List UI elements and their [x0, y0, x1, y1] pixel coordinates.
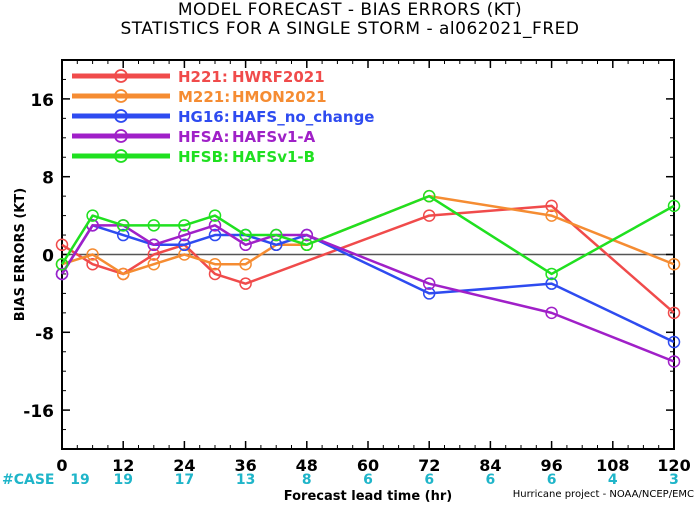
chart-subtitle: STATISTICS FOR A SINGLE STORM - al062021… — [120, 19, 580, 39]
legend-name-3: HFSA: — [178, 128, 230, 146]
series-point-3 — [545, 306, 558, 320]
series-point-0 — [667, 306, 681, 320]
credit-text: Hurricane project - NOAA/NCEP/EMC — [512, 489, 694, 500]
series-point-1 — [178, 248, 191, 261]
series-point-1 — [116, 267, 130, 281]
series-point-4 — [147, 219, 161, 232]
series-point-3 — [178, 228, 191, 242]
x-tick-label: 48 — [296, 456, 318, 475]
case-count: 6 — [486, 472, 496, 488]
legend-name-2: HG16: — [178, 108, 230, 126]
series-point-4 — [178, 219, 191, 232]
series-point-4 — [667, 199, 681, 213]
series-point-2 — [269, 238, 283, 252]
y-tick-label: 0 — [42, 247, 54, 267]
series-point-2 — [178, 238, 191, 252]
case-count: 19 — [113, 472, 132, 488]
series-point-3 — [667, 355, 681, 368]
x-axis-label: Forecast lead time (hr) — [284, 489, 452, 504]
x-tick-label: 60 — [357, 456, 379, 475]
series-point-2 — [667, 335, 681, 349]
case-count: 19 — [70, 472, 89, 488]
series-line-3 — [60, 224, 675, 363]
series-point-4 — [55, 257, 69, 271]
x-tick-label: 12 — [112, 456, 134, 475]
chart-title: MODEL FORECAST - BIAS ERRORS (KT) — [177, 0, 523, 20]
legend-marker-4 — [114, 149, 128, 163]
case-count: 3 — [669, 472, 679, 488]
series-point-0 — [239, 277, 252, 290]
case-count: 8 — [302, 472, 312, 488]
y-tick-label: 8 — [42, 169, 54, 189]
series-point-4 — [239, 228, 252, 242]
series-point-4 — [86, 209, 99, 222]
series-point-2 — [116, 228, 130, 242]
legend-desc-1: HMON2021 — [232, 88, 327, 106]
series-point-4 — [545, 267, 558, 281]
series-line-4 — [60, 194, 675, 276]
series-point-3 — [300, 228, 314, 242]
series-point-4 — [300, 238, 314, 252]
legend-marker-2 — [114, 109, 128, 123]
y-tick-label: -16 — [23, 402, 54, 422]
series-point-3 — [147, 238, 161, 252]
series-point-4 — [422, 189, 436, 203]
series-point-0 — [147, 248, 161, 261]
legend-name-1: M221: — [178, 88, 230, 106]
series-point-3 — [422, 277, 436, 290]
legend-name-0: H221: — [178, 68, 228, 86]
case-count: 17 — [175, 472, 194, 488]
series-point-0 — [208, 267, 222, 281]
series-point-4 — [208, 209, 222, 222]
series-point-3 — [239, 238, 252, 252]
x-tick-label: 36 — [234, 456, 256, 475]
case-count: 4 — [608, 472, 618, 488]
x-tick-label: 96 — [540, 456, 562, 475]
series-point-1 — [208, 257, 222, 271]
case-count: 6 — [547, 472, 557, 488]
case-label: #CASE — [2, 472, 55, 488]
case-count: 6 — [424, 472, 434, 488]
series-point-4 — [269, 228, 283, 242]
y-axis-label: BIAS ERRORS (KT) — [13, 188, 28, 321]
legend-desc-2: HAFS_no_change — [232, 108, 374, 126]
y-tick-label: -8 — [35, 324, 54, 344]
series-point-1 — [239, 257, 252, 271]
legend-name-4: HFSB: — [178, 148, 229, 166]
series-line-1 — [61, 194, 675, 276]
series-point-0 — [545, 199, 558, 213]
series-point-1 — [147, 257, 161, 271]
series-point-2 — [208, 228, 222, 242]
series-point-1 — [667, 257, 681, 271]
series-point-2 — [545, 277, 558, 290]
x-tick-label: 108 — [596, 456, 629, 475]
legend-desc-3: HAFSv1-A — [232, 128, 316, 146]
legend-marker-3 — [114, 129, 128, 143]
case-count: 13 — [236, 472, 255, 488]
y-tick-label: 16 — [30, 91, 54, 111]
legend-marker-0 — [114, 69, 128, 83]
x-tick-label: 24 — [173, 456, 195, 475]
legend-desc-0: HWRF2021 — [232, 68, 325, 86]
x-tick-label: 72 — [418, 456, 440, 475]
x-tick-label: 84 — [479, 456, 501, 475]
series-point-4 — [116, 219, 130, 232]
series-point-0 — [55, 238, 69, 252]
legend-desc-4: HAFSv1-B — [232, 148, 315, 166]
legend-marker-1 — [114, 89, 128, 103]
series-point-1 — [86, 248, 99, 261]
series-point-1 — [545, 209, 558, 222]
series-point-3 — [55, 267, 69, 281]
series-point-3 — [208, 219, 222, 232]
series-point-2 — [422, 287, 436, 300]
x-tick-label: 120 — [657, 456, 690, 475]
series-point-0 — [422, 209, 436, 222]
series-point-0 — [86, 257, 99, 271]
x-tick-label: 0 — [56, 456, 67, 475]
case-count: 6 — [363, 472, 373, 488]
